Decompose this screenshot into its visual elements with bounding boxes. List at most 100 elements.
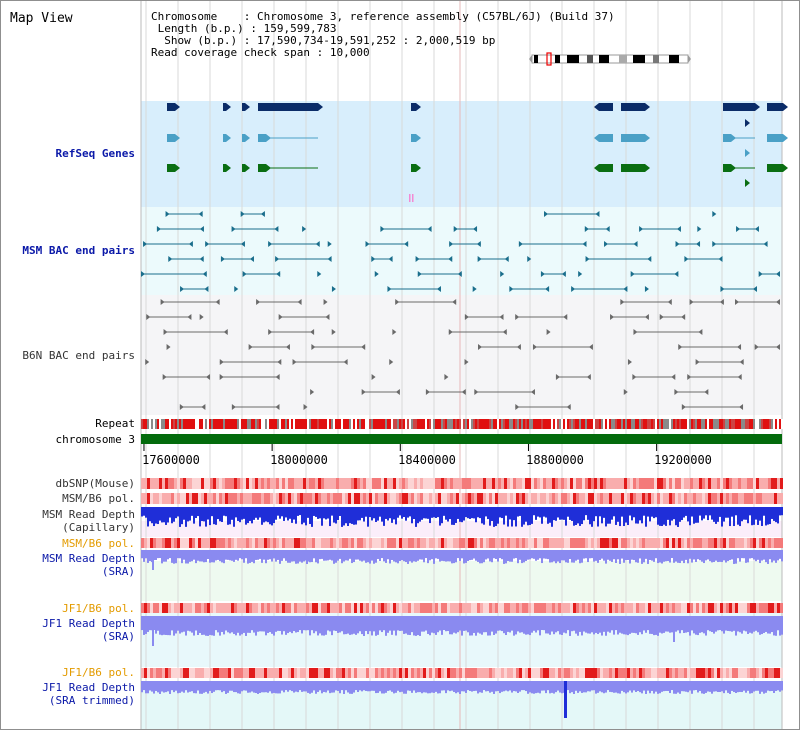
jf1-b6-pol-cell	[240, 603, 243, 613]
track-label-msm-b6-pol-sra[interactable]: MSM/B6 pol.	[62, 537, 135, 550]
jf1-sra-depth-bar	[451, 616, 453, 635]
msm-sra-depth-bar	[729, 550, 731, 561]
jf1-b6-pol-cell	[507, 603, 510, 613]
msm-b6-pol-cell	[345, 493, 348, 504]
jf1-sra-depth-bar	[665, 616, 667, 632]
jf1-b6-pol-cell	[210, 603, 213, 613]
dbsnp-cell	[141, 478, 144, 489]
msm-b6-pol-cell	[618, 493, 621, 504]
msm-capillary-depth-bar	[223, 507, 225, 516]
track-label-refseq-genes[interactable]: RefSeq Genes	[55, 147, 135, 160]
jf1-b6-pol-cell	[768, 603, 771, 613]
msm-bac-pair-end	[220, 256, 225, 262]
track-label-jf1-b6-pol[interactable]: JF1/B6 pol.	[62, 602, 135, 615]
track-label-msm-depth-capillary[interactable]: MSM Read Depth (Capillary)	[11, 508, 135, 534]
msm-b6-pol-cell	[771, 493, 774, 504]
b6n-bac-pair-end	[248, 344, 253, 350]
msm-capillary-depth-bar	[439, 507, 441, 526]
track-label-repeat[interactable]: Repeat	[95, 417, 135, 430]
msm-sra-depth-bar	[461, 550, 463, 559]
dbsnp-cell	[642, 478, 645, 489]
msm-capillary-depth-bar	[447, 507, 449, 522]
msm-sra-depth-bar	[361, 550, 363, 562]
jf1-b6-pol-trimmed-cell	[303, 668, 306, 678]
jf1-trimmed-depth-bar	[265, 681, 267, 693]
msm-capillary-depth-bar	[143, 507, 145, 516]
msm-sra-depth-bar	[295, 550, 297, 564]
jf1-trimmed-depth-bar	[157, 681, 159, 693]
jf1-b6-pol-cell	[171, 603, 174, 613]
track-label-chromosome[interactable]: chromosome 3	[55, 433, 135, 446]
msm-capillary-depth-bar	[419, 507, 421, 522]
track-label-b6n-bac-end-pairs[interactable]: B6N BAC end pairs	[22, 349, 135, 362]
dbsnp-cell	[744, 478, 747, 489]
b6n-bac-pair-end	[674, 389, 679, 395]
msm-capillary-depth-bar	[251, 507, 253, 524]
gene-exon-block	[621, 103, 645, 111]
msm-b6-pol-sra-cell	[687, 538, 690, 548]
repeat-segment	[685, 419, 687, 429]
jf1-b6-pol-trimmed-cell	[729, 668, 732, 678]
msm-capillary-depth-bar	[525, 507, 527, 522]
jf1-b6-pol-trimmed-cell	[492, 668, 495, 678]
repeat-segment	[561, 419, 563, 429]
msm-capillary-depth-bar	[781, 507, 783, 516]
jf1-sra-depth-bar	[579, 616, 581, 632]
msm-sra-depth-bar	[141, 550, 143, 559]
dbsnp-cell	[354, 478, 357, 489]
msm-bac-pair-end	[268, 241, 273, 247]
jf1-b6-pol-trimmed-cell	[765, 668, 768, 678]
dbsnp-cell	[318, 478, 321, 489]
jf1-sra-depth-bar	[473, 616, 475, 633]
msm-capillary-depth-bar	[621, 507, 623, 517]
msm-b6-pol-cell	[426, 493, 429, 504]
jf1-b6-pol-trimmed-cell	[357, 668, 360, 678]
jf1-trimmed-depth-bar	[467, 681, 469, 691]
repeat-segment	[285, 419, 287, 429]
repeat-segment	[503, 419, 505, 429]
chromosome-ideogram[interactable]	[529, 52, 691, 66]
jf1-b6-pol-cell	[372, 603, 375, 613]
jf1-b6-pol-cell	[297, 603, 300, 613]
msm-sra-depth-bar	[533, 550, 535, 559]
track-label-msm-b6-pol[interactable]: MSM/B6 pol.	[62, 492, 135, 505]
msm-capillary-depth-bar	[535, 507, 537, 520]
jf1-sra-depth-bar	[539, 616, 541, 636]
track-label-dbsnp[interactable]: dbSNP(Mouse)	[55, 477, 135, 490]
track-label-jf1-depth-sra-trimmed[interactable]: JF1 Read Depth (SRA trimmed)	[11, 681, 135, 707]
b6n-bac-pair-end	[331, 329, 336, 335]
dbsnp-cell	[213, 478, 216, 489]
dbsnp-cell	[381, 478, 384, 489]
jf1-sra-depth-bar	[503, 616, 505, 634]
jf1-sra-depth-bar	[771, 616, 773, 633]
msm-capillary-depth-bar	[589, 507, 591, 525]
track-label-msm-bac-end-pairs[interactable]: MSM BAC end pairs	[22, 244, 135, 257]
track-label-jf1-depth-sra[interactable]: JF1 Read Depth (SRA)	[11, 617, 135, 643]
map-view-title[interactable]: Map View	[10, 11, 73, 26]
jf1-b6-pol-cell	[543, 603, 546, 613]
jf1-b6-pol-trimmed-cell	[531, 668, 534, 678]
track-label-jf1-b6-pol-trimmed[interactable]: JF1/B6 pol.	[62, 666, 135, 679]
msm-b6-pol-sra-cell	[777, 538, 780, 548]
track-label-msm-depth-sra[interactable]: MSM Read Depth (SRA)	[11, 552, 135, 578]
jf1-trimmed-depth-bar	[511, 681, 513, 693]
msm-capillary-depth-bar	[247, 507, 249, 524]
msm-capillary-depth-bar	[381, 507, 383, 522]
jf1-trimmed-depth-bar	[287, 681, 289, 692]
msm-capillary-depth-bar	[533, 507, 535, 516]
jf1-sra-depth-bar	[381, 616, 383, 633]
msm-b6-pol-sra-cell	[201, 538, 204, 548]
jf1-b6-pol-trimmed-cell	[537, 668, 540, 678]
repeat-segment	[333, 419, 335, 429]
dbsnp-cell	[504, 478, 507, 489]
msm-b6-pol-cell	[519, 493, 522, 504]
jf1-sra-depth-bar	[409, 616, 411, 636]
dbsnp-cell	[201, 478, 204, 489]
jf1-sra-depth-bar	[417, 616, 419, 636]
msm-capillary-depth-bar	[193, 507, 195, 524]
jf1-trimmed-depth-bar	[623, 681, 625, 693]
msm-b6-pol-sra-cell	[462, 538, 465, 548]
dbsnp-cell	[291, 478, 294, 489]
jf1-b6-pol-trimmed-cell	[777, 668, 780, 678]
